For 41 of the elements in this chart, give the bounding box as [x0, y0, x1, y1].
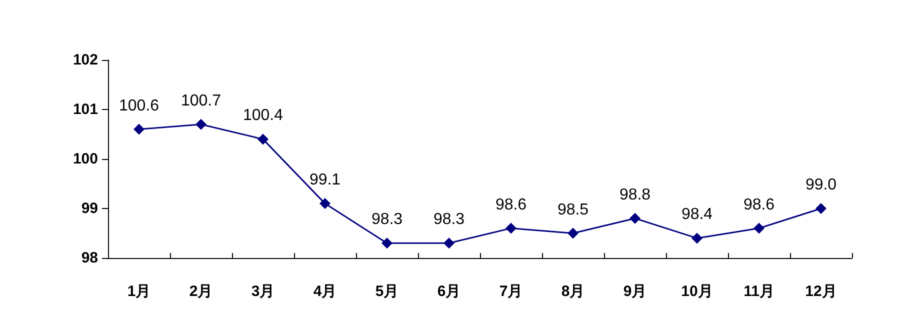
- point: [382, 238, 392, 249]
- point: [568, 228, 578, 239]
- data-label: 98.3: [371, 211, 403, 228]
- y-tick-label: 101: [72, 101, 98, 118]
- data-label: 98.5: [557, 201, 589, 218]
- data-label: 100.6: [118, 97, 160, 114]
- data-label: 99.0: [805, 176, 837, 194]
- y-tick-label: 102: [72, 52, 98, 68]
- point: [754, 222, 764, 234]
- x-tick-label: 9月: [623, 283, 647, 300]
- x-tick-label: 1月: [127, 283, 151, 300]
- data-label: 99.1: [309, 172, 341, 189]
- point: [630, 212, 640, 224]
- data-label: 100.4: [242, 107, 284, 124]
- y-tick-label: 99: [81, 200, 98, 217]
- point: [196, 118, 206, 130]
- x-tick-label: 3月: [251, 283, 275, 300]
- x-tick-label: 10月: [681, 283, 713, 300]
- data-label: 98.6: [495, 196, 527, 214]
- data-label: 100.7: [180, 92, 222, 110]
- y-tick-label: 98: [81, 250, 98, 266]
- point: [444, 238, 454, 249]
- point: [258, 134, 268, 145]
- y-tick-label: 100: [72, 150, 98, 168]
- data-label: 98.8: [619, 186, 651, 204]
- point: [816, 203, 826, 214]
- point: [692, 232, 702, 244]
- point: [134, 124, 144, 135]
- x-tick-label: 4月: [313, 283, 337, 300]
- x-tick-label: 8月: [561, 283, 585, 300]
- x-tick-label: 6月: [437, 283, 461, 300]
- x-tick-label: 2月: [189, 283, 213, 300]
- point: [506, 222, 516, 234]
- data-label: 98.4: [681, 206, 713, 224]
- point: [320, 198, 330, 210]
- x-tick-label: 11月: [744, 283, 774, 300]
- data-label: 98.6: [743, 196, 775, 214]
- x-tick-label: 5月: [375, 283, 399, 300]
- data-label: 98.3: [433, 211, 465, 228]
- x-tick-label: 12月: [805, 283, 837, 300]
- x-tick-label: 7月: [499, 283, 523, 300]
